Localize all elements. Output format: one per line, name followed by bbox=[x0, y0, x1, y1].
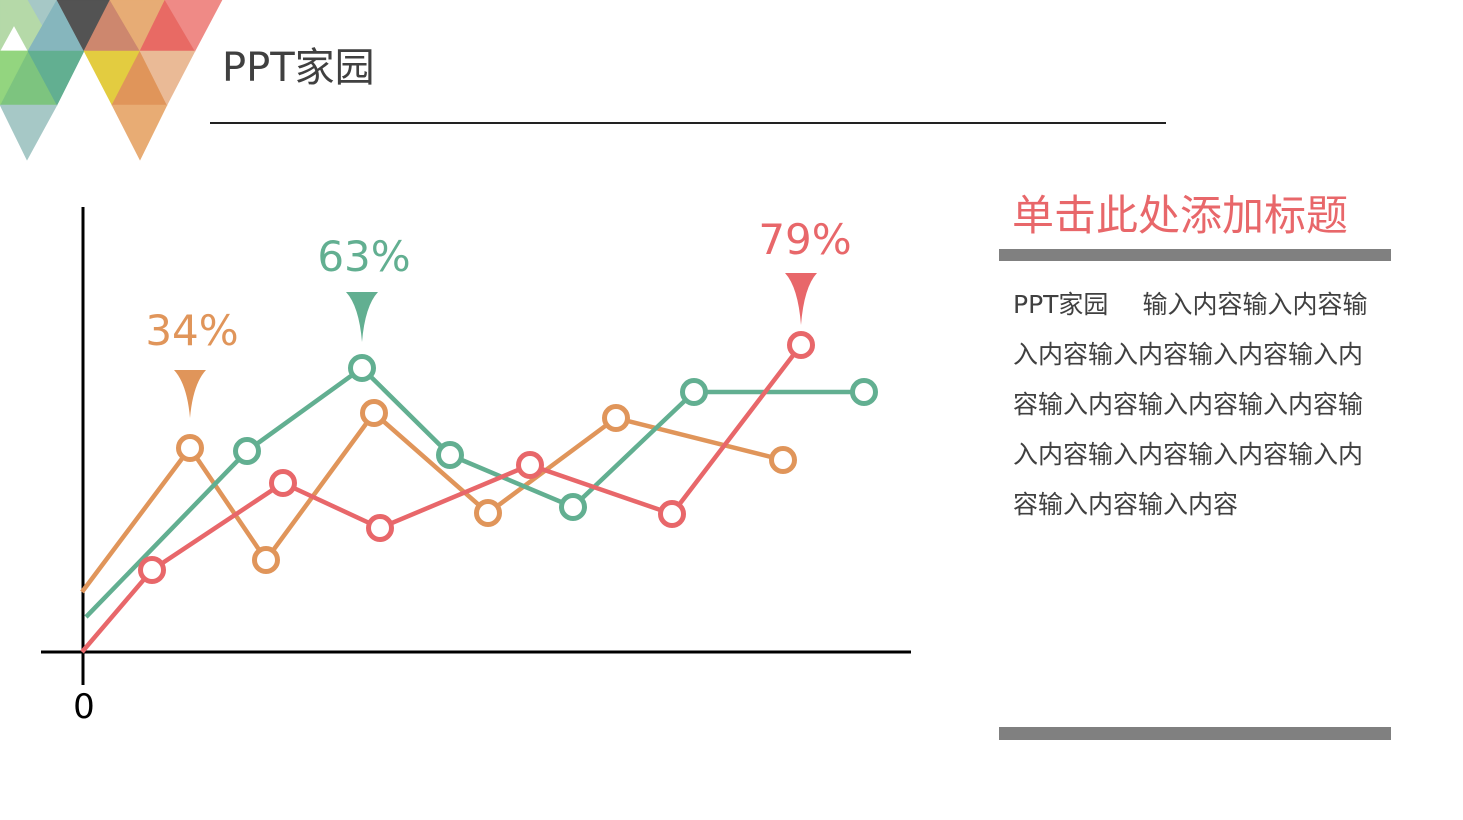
panel-title[interactable]: 单击此处添加标题 bbox=[1012, 191, 1349, 240]
series-orange: 34% bbox=[80, 306, 797, 594]
callout-arrow-icon bbox=[785, 273, 817, 325]
callout-value-label: 79% bbox=[758, 215, 851, 264]
data-point-marker[interactable] bbox=[366, 514, 394, 542]
data-point-marker[interactable] bbox=[360, 399, 388, 427]
panel-body-content: 输入内容输入内容输入内容输入内容输入内容输入内容输入内容输入内容输入内容输入内容… bbox=[1013, 290, 1368, 519]
data-point-marker[interactable] bbox=[680, 378, 708, 406]
panel-body-text[interactable]: PPT家园 输入内容输入内容输入内容输入内容输入内容输入内容输入内容输入内容输入内… bbox=[1013, 280, 1383, 530]
data-point-marker[interactable] bbox=[176, 434, 204, 462]
data-point-marker[interactable] bbox=[559, 493, 587, 521]
data-point-marker[interactable] bbox=[787, 331, 815, 359]
mosaic-triangle bbox=[139, 50, 196, 106]
series-line bbox=[84, 365, 864, 619]
callout-value-label: 34% bbox=[145, 306, 238, 355]
panel-bottom-bar bbox=[999, 727, 1391, 740]
mosaic-triangle bbox=[111, 104, 168, 161]
data-point-marker[interactable] bbox=[516, 451, 544, 479]
line-chart: 0 34% 63% 79% bbox=[41, 207, 911, 727]
panel-body-lead: PPT家园 bbox=[1013, 290, 1109, 319]
callout-value-label: 63% bbox=[317, 232, 410, 281]
mosaic-triangle bbox=[0, 104, 58, 161]
panel-top-bar bbox=[999, 249, 1391, 261]
data-point-marker[interactable] bbox=[602, 404, 630, 432]
page-title: PPT家园 bbox=[222, 45, 375, 91]
origin-label: 0 bbox=[73, 687, 95, 727]
data-point-marker[interactable] bbox=[658, 500, 686, 528]
mosaic-triangle bbox=[0, 50, 29, 106]
data-point-marker[interactable] bbox=[138, 556, 166, 584]
data-point-marker[interactable] bbox=[233, 437, 261, 465]
series-green: 63% bbox=[84, 232, 878, 619]
data-point-marker[interactable] bbox=[252, 546, 280, 574]
data-point-marker[interactable] bbox=[769, 446, 797, 474]
series-red: 79% bbox=[80, 215, 852, 654]
data-point-marker[interactable] bbox=[348, 354, 376, 382]
data-point-marker[interactable] bbox=[269, 469, 297, 497]
title-divider bbox=[210, 122, 1166, 124]
mosaic-triangle bbox=[27, 50, 85, 106]
triangle-mosaic-decoration bbox=[0, 0, 223, 161]
data-point-marker[interactable] bbox=[474, 499, 502, 527]
mosaic-triangle bbox=[164, 0, 223, 52]
callout-arrow-icon bbox=[346, 292, 378, 342]
data-point-marker[interactable] bbox=[850, 378, 878, 406]
data-point-marker[interactable] bbox=[436, 441, 464, 469]
callout-arrow-icon bbox=[174, 370, 206, 418]
